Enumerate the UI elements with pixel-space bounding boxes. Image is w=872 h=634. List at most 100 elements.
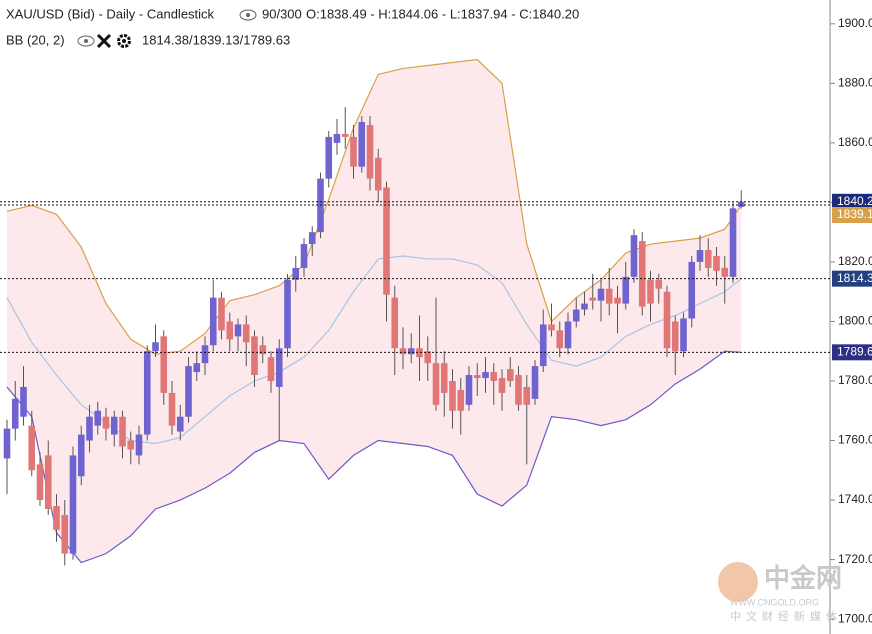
eye-pupil — [84, 39, 88, 43]
ohlc-label: O:1838.49 - H:1844.06 - L:1837.94 - C:18… — [306, 6, 579, 21]
y-tick-label: 1820.0 — [838, 254, 872, 268]
plot-area — [3, 58, 745, 566]
chart-title: XAU/USD (Bid) - Daily - Candlestick — [6, 6, 215, 21]
candle-body — [284, 279, 291, 349]
candle-body — [506, 369, 514, 381]
candle-body — [680, 318, 687, 352]
candle-body — [209, 297, 217, 346]
candle-body — [259, 345, 267, 355]
y-tick-label: 1860.0 — [838, 135, 872, 149]
y-tick-label: 1800.0 — [838, 314, 872, 328]
candle-body — [531, 366, 539, 399]
candle-body — [110, 416, 118, 435]
candle-body — [44, 455, 52, 509]
candle-body — [160, 336, 168, 393]
lower-band — [6, 350, 742, 564]
indicator-name: BB (20, 2) — [6, 32, 65, 47]
candle-body — [737, 201, 745, 207]
remove-icon[interactable] — [96, 33, 112, 49]
candle-body — [69, 455, 77, 554]
y-tick-label: 1760.0 — [838, 433, 872, 447]
candle-body — [28, 425, 36, 471]
candle-body — [399, 348, 407, 355]
settings-icon[interactable] — [117, 34, 131, 48]
candle-body — [292, 267, 300, 280]
candle-body — [94, 410, 102, 426]
candle-body — [341, 133, 349, 137]
candle-body — [581, 303, 588, 310]
candle-body — [350, 136, 357, 167]
candle-body — [548, 324, 555, 331]
y-tick-label: 1720.0 — [838, 552, 872, 566]
lower-band-value-box — [832, 344, 872, 361]
candle-body — [572, 309, 580, 322]
gear-shape — [117, 34, 131, 48]
candle-body — [135, 434, 143, 456]
candle-body — [61, 514, 69, 554]
candle-body — [267, 357, 275, 381]
candle-body — [391, 297, 399, 349]
candle-body — [176, 416, 184, 432]
eye-shape — [77, 35, 95, 47]
eye-pupil — [246, 13, 250, 17]
candle-body — [308, 232, 316, 245]
candle-body — [564, 321, 572, 349]
candle-body — [275, 348, 283, 387]
y-tick-label: 1880.0 — [838, 76, 872, 90]
candle-body — [77, 434, 85, 477]
candle-body — [490, 372, 498, 381]
upper-band-value-label: 1839.13 — [837, 207, 872, 221]
y-tick-label: 1900.0 — [838, 16, 872, 30]
eye-shape — [239, 9, 257, 21]
candle-body — [721, 267, 729, 277]
eye-icon[interactable] — [77, 35, 95, 47]
candle-body — [589, 297, 597, 301]
eye-icon[interactable] — [239, 9, 257, 21]
y-tick-label: 1700.0 — [838, 611, 872, 625]
candle-body — [168, 392, 176, 426]
candle-body — [358, 122, 366, 167]
candle-body — [556, 330, 564, 349]
candle-body — [647, 279, 654, 304]
candle-body — [374, 157, 382, 191]
watermark-brand: 中金网 — [764, 563, 842, 593]
candle-body — [638, 241, 646, 307]
candle-body — [201, 345, 209, 364]
candle-body — [325, 136, 333, 179]
lower-band-value-label: 1789.63 — [837, 345, 872, 359]
candle-body — [119, 416, 126, 447]
candle-body — [53, 506, 60, 530]
candle-body — [704, 250, 712, 268]
candle-body — [11, 398, 19, 429]
x-shape — [96, 33, 112, 49]
candle-body — [102, 416, 110, 429]
candle-body — [539, 324, 547, 367]
candle-body — [36, 464, 44, 501]
watermark-logo — [718, 562, 758, 602]
candle-body — [449, 380, 456, 411]
candle-body — [498, 378, 506, 393]
bars-shown: 90/300 — [262, 6, 302, 21]
candle-body — [465, 375, 473, 405]
candle-body — [143, 351, 151, 435]
candle-body — [185, 366, 192, 417]
candle-body — [407, 348, 415, 355]
candle-body — [663, 291, 671, 349]
candle-body — [416, 348, 423, 358]
candle-body — [20, 386, 27, 417]
candle-body — [424, 351, 432, 364]
middle-band-value-box — [832, 270, 872, 287]
candle-body — [333, 133, 341, 143]
candle-body — [482, 372, 489, 379]
candle-body — [234, 324, 242, 337]
gear-center — [122, 39, 126, 43]
candle-body — [605, 288, 613, 304]
candle-body — [713, 255, 720, 271]
candle-body — [152, 342, 159, 352]
last-price-label: 1840.2 — [837, 194, 872, 208]
candle-body — [655, 279, 663, 289]
candle-body — [622, 276, 630, 304]
band-fill — [7, 59, 742, 563]
candle-body — [383, 187, 390, 295]
